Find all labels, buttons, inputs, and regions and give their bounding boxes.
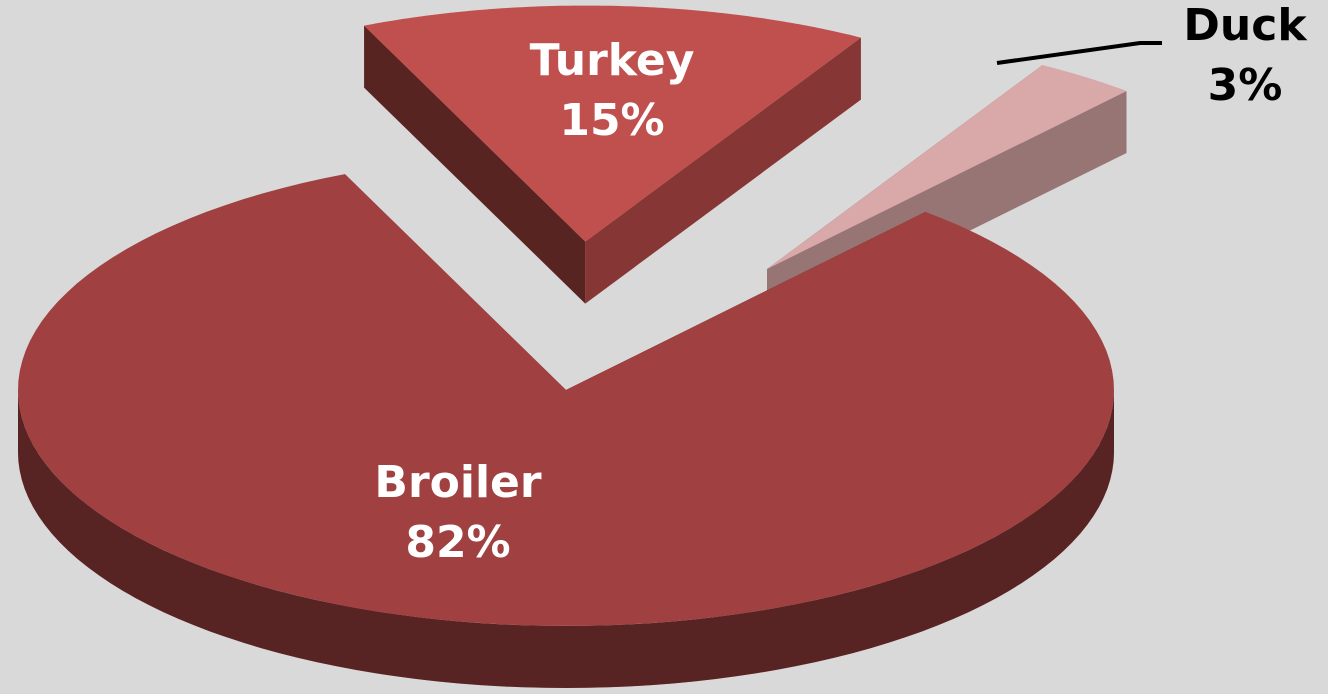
slice-label: Turkey bbox=[530, 35, 695, 86]
slice bbox=[364, 5, 861, 242]
slice bbox=[767, 65, 1127, 270]
slice bbox=[18, 174, 1114, 626]
slice-value-label: 3% bbox=[1208, 60, 1283, 111]
slice-side bbox=[585, 37, 861, 304]
slice-side-shade bbox=[364, 25, 586, 304]
slice-side-shade bbox=[585, 37, 861, 304]
slice-value-label: 82% bbox=[405, 517, 510, 568]
slice-side-shade bbox=[18, 390, 1114, 688]
leader-line bbox=[996, 41, 1162, 65]
slice-value-label: 15% bbox=[559, 95, 664, 146]
slice-label: Broiler bbox=[374, 457, 541, 508]
slice-side bbox=[18, 390, 1114, 688]
slice-label: Duck bbox=[1183, 0, 1308, 51]
